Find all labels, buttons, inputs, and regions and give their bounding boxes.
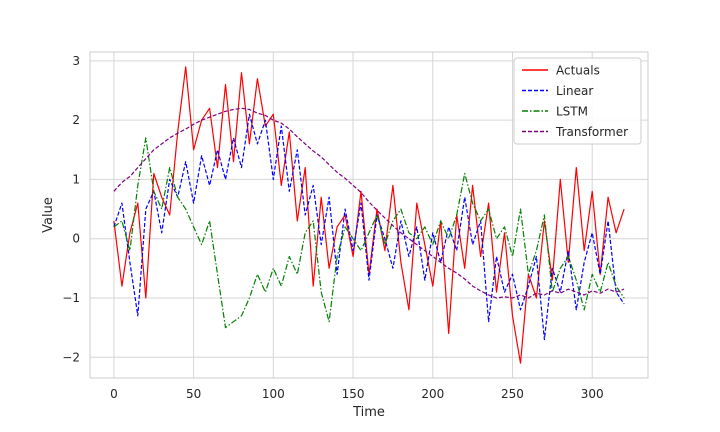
x-tick-label: 250	[501, 387, 524, 401]
x-tick-label: 50	[186, 387, 201, 401]
series-line-actuals	[113, 66, 625, 364]
x-tick-label: 200	[421, 387, 444, 401]
legend-label: LSTM	[556, 105, 588, 119]
x-tick-label: 150	[342, 387, 365, 401]
tick-labels: 0 50 100 150 200 250 300 −2 −1 0 1 2 3	[62, 54, 603, 401]
grid	[90, 52, 648, 378]
y-tick-label: 0	[72, 232, 80, 246]
legend: Actuals Linear LSTM Transformer	[513, 57, 642, 145]
series-line-lstm	[113, 137, 625, 329]
x-axis-label: Time	[352, 405, 385, 420]
x-tick-label: 300	[581, 387, 604, 401]
y-axis-label: Value	[41, 197, 56, 233]
y-tick-label: 3	[72, 54, 80, 68]
series-layer	[113, 66, 625, 364]
y-tick-label: 1	[72, 172, 80, 186]
series-line-linear	[113, 113, 625, 341]
legend-box	[513, 57, 642, 145]
y-tick-label: 2	[72, 113, 80, 127]
plot-frame	[89, 51, 649, 379]
legend-label: Actuals	[556, 64, 600, 78]
series-line-transformer	[113, 107, 625, 299]
y-tick-label: −2	[62, 350, 80, 364]
y-tick-label: −1	[62, 291, 80, 305]
x-tick-label: 0	[110, 387, 118, 401]
legend-label: Transformer	[555, 125, 628, 139]
legend-label: Linear	[556, 84, 593, 98]
x-tick-label: 100	[262, 387, 285, 401]
